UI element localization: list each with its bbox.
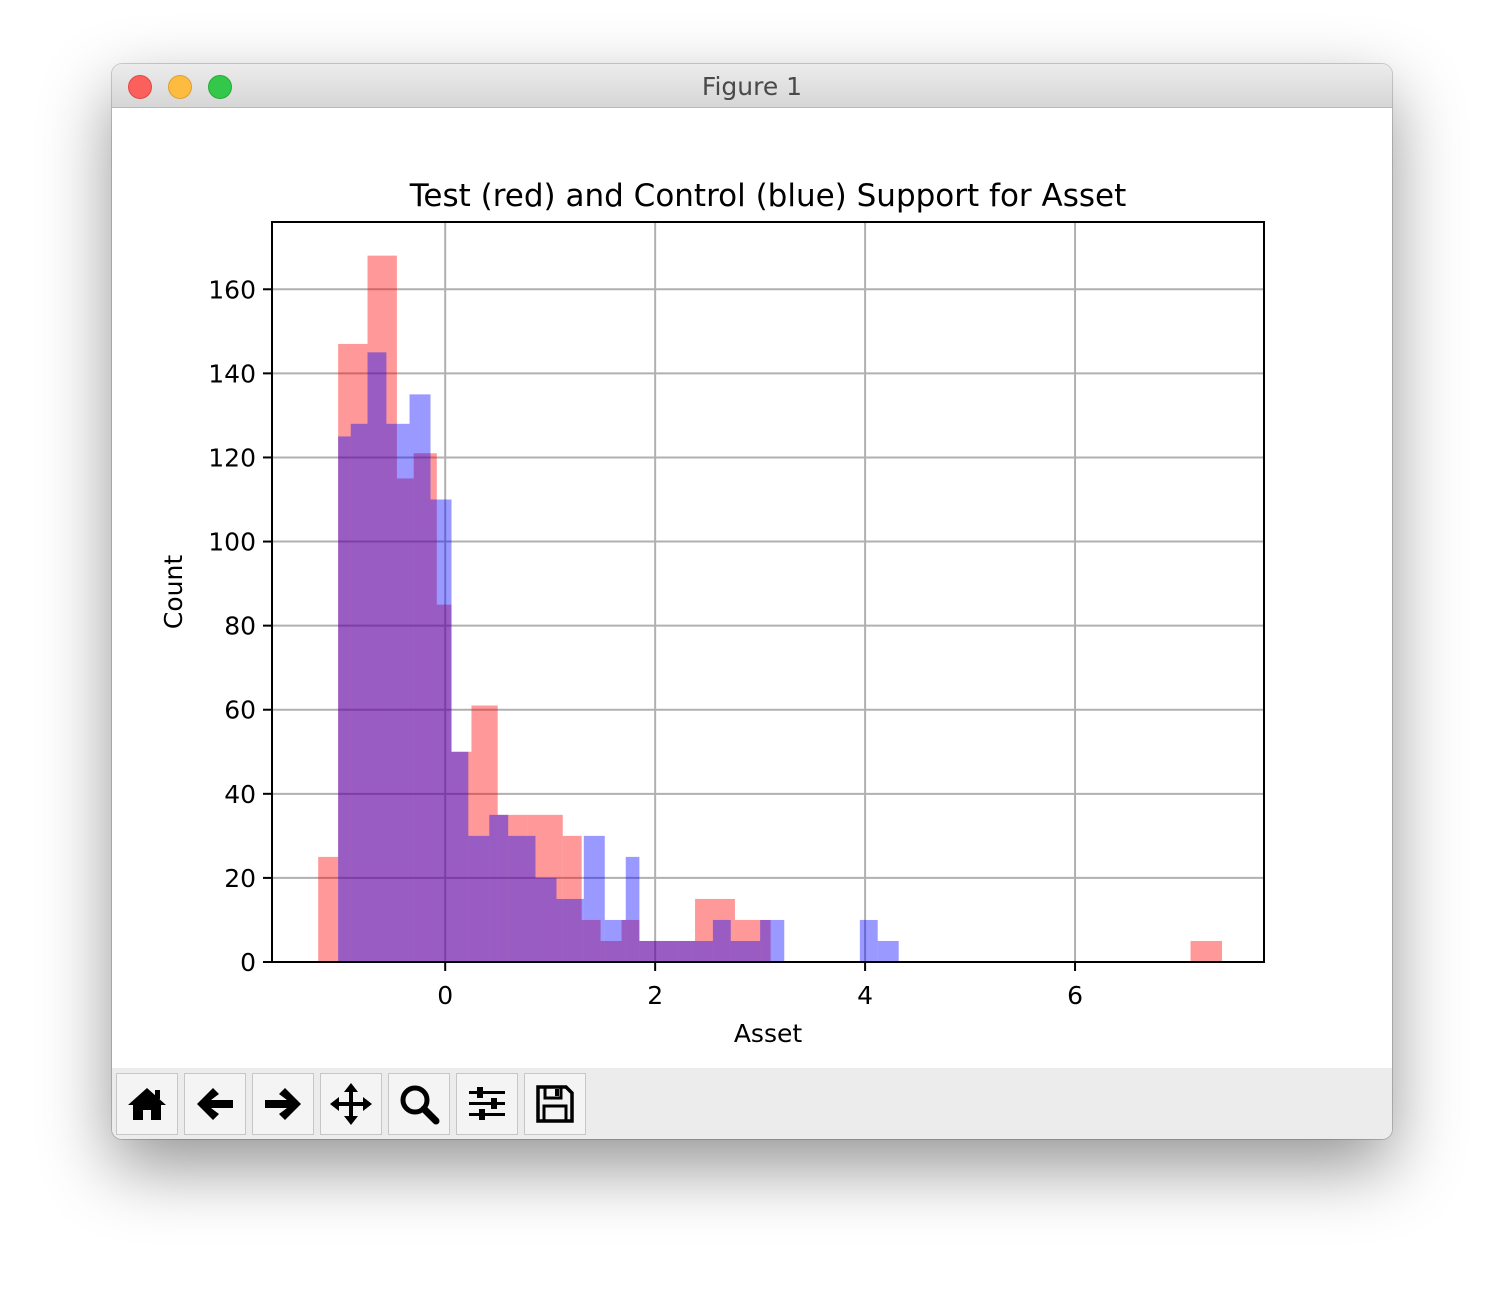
histogram-bar-series-2 (604, 919, 626, 962)
figure-canvas[interactable]: 0 2 4 6 0 20 40 60 80 100 120 140 160 Test (red) and … (112, 108, 1392, 1068)
arrow-right-icon (265, 1088, 301, 1120)
histogram-bar-series-1 (451, 751, 472, 962)
y-tick-label: 80 (224, 612, 256, 641)
histogram-bar-series-2 (859, 919, 878, 962)
histogram-bar-series-1 (562, 835, 582, 962)
histogram-bar-series-1 (621, 919, 640, 962)
arrow-left-icon (197, 1088, 233, 1120)
y-tick-label: 0 (240, 948, 256, 977)
chart-title: Test (red) and Control (blue) Support fo… (409, 178, 1127, 214)
histogram-bar-series-2 (367, 352, 387, 962)
histogram-bar-series-2 (338, 436, 351, 962)
save-icon (536, 1085, 574, 1123)
figure-window: Figure 1 0 2 4 6 0 20 40 60 80 100 120 140 160 Test (… (112, 64, 1392, 1139)
window-title: Figure 1 (701, 72, 803, 101)
y-tick-label: 120 (208, 443, 256, 472)
histogram-bar-series-2 (639, 940, 692, 962)
histogram-bar-series-2 (760, 919, 785, 962)
histogram-bar-series-2 (350, 423, 368, 962)
y-tick-label: 60 (224, 696, 256, 725)
axes-frame (271, 221, 1265, 963)
x-axis-label: Asset (734, 1019, 803, 1048)
axes-layer (263, 221, 1265, 971)
histogram-bar-series-2 (451, 751, 469, 962)
y-tick-label: 40 (224, 780, 256, 809)
histogram-bar-series-1 (497, 814, 528, 962)
histogram-bar-series-1 (436, 604, 452, 962)
histogram-bar-series-1 (678, 940, 696, 962)
histogram-bar-series-2 (489, 814, 509, 962)
zoom-window-button[interactable] (208, 75, 232, 99)
histogram-bar-series-1 (471, 705, 498, 962)
x-tick-label: 4 (857, 981, 873, 1010)
y-tick-label: 100 (208, 528, 256, 557)
histogram-bar-series-2 (508, 835, 536, 962)
forward-button[interactable] (252, 1073, 314, 1135)
histogram-bar-series-1 (695, 898, 717, 962)
histogram-bar-series-2 (409, 394, 431, 962)
histogram-bar-series-2 (430, 499, 452, 962)
navigation-toolbar (112, 1068, 1392, 1139)
close-window-button[interactable] (128, 75, 152, 99)
histogram-bar-series-1 (655, 940, 679, 962)
x-tick-label: 0 (437, 981, 453, 1010)
histogram-bar-series-1 (600, 940, 622, 962)
histogram-bar-series-1 (338, 343, 368, 962)
y-tick-label: 20 (224, 864, 256, 893)
histogram-bar-series-1 (413, 453, 437, 962)
histogram-bar-series-1 (639, 940, 656, 962)
histogram-bar-series-2 (625, 856, 640, 962)
pan-button[interactable] (320, 1073, 382, 1135)
histogram-bar-series-2 (691, 940, 713, 962)
home-button[interactable] (116, 1073, 178, 1135)
histogram-bar-series-2 (730, 940, 761, 962)
y-axis-label: Count (159, 555, 188, 629)
y-tick-label: 140 (208, 359, 256, 388)
histogram-bar-series-2 (556, 898, 584, 962)
y-tick-label: 160 (208, 275, 256, 304)
histogram-bar-series-2 (583, 835, 605, 962)
save-button[interactable] (524, 1073, 586, 1135)
x-tick-label: 2 (647, 981, 663, 1010)
histogram-bar-series-1 (318, 856, 339, 962)
home-icon (128, 1088, 166, 1120)
histogram-bar-series-1 (1190, 940, 1223, 962)
histogram-bar-series-1 (581, 919, 601, 962)
histogram-bar-series-2 (468, 835, 490, 962)
zoom-icon (400, 1085, 440, 1125)
minimize-window-button[interactable] (168, 75, 192, 99)
histogram-bar-series-1 (734, 919, 771, 962)
histogram-bar-series-2 (712, 919, 731, 962)
histogram-bar-series-2 (386, 423, 410, 962)
histogram-bar-series-2 (877, 940, 899, 962)
configure-subplots-button[interactable] (456, 1073, 518, 1135)
histogram-bar-series-1 (396, 478, 414, 962)
title-bar[interactable]: Figure 1 (112, 64, 1392, 108)
x-tick-label: 6 (1067, 981, 1083, 1010)
back-button[interactable] (184, 1073, 246, 1135)
histogram-bar-series-1 (367, 255, 397, 963)
move-icon (330, 1083, 372, 1125)
sliders-icon (469, 1087, 505, 1120)
histogram-bar-series-2 (535, 877, 557, 962)
bars-layer (318, 255, 1223, 963)
histogram-bar-series-1 (716, 898, 735, 962)
zoom-button[interactable] (388, 1073, 450, 1135)
histogram-bar-series-1 (527, 814, 563, 962)
